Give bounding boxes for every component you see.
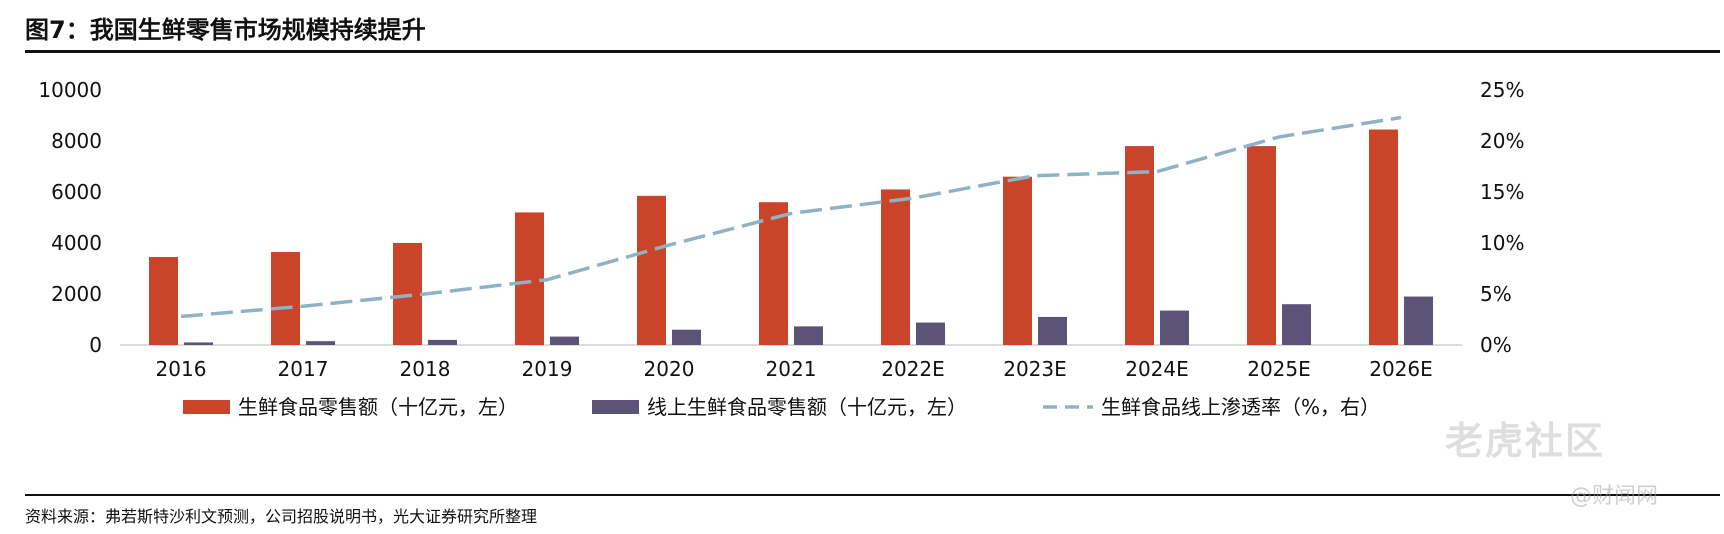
chart-title: 图7：我国生鲜零售市场规模持续提升	[25, 16, 426, 44]
bar-total	[515, 212, 544, 345]
bar-total	[637, 195, 666, 345]
left-tick-label: 8000	[51, 129, 102, 153]
bar-online	[428, 339, 457, 345]
bottom-rule	[25, 494, 1720, 496]
bar-total	[1369, 129, 1398, 345]
bar-online	[1282, 304, 1311, 345]
right-tick-label: 15%	[1480, 180, 1524, 204]
bar-online	[550, 336, 579, 345]
bar-online	[1160, 310, 1189, 345]
x-tick-label: 2022E	[881, 357, 945, 381]
legend: 生鲜食品零售额（十亿元，左） 线上生鲜食品零售额（十亿元，左） 生鲜食品线上渗透率（…	[183, 395, 1380, 419]
bar-total	[1003, 176, 1032, 345]
bar-online	[672, 329, 701, 345]
bar-total	[1247, 146, 1276, 345]
left-tick-label: 0	[89, 333, 102, 357]
x-tick-label: 2020	[644, 357, 695, 381]
bar-online	[1038, 316, 1067, 345]
bar-online	[184, 342, 213, 345]
watermark-primary: 老虎社区	[1445, 419, 1606, 463]
right-tick-label: 5%	[1480, 282, 1512, 306]
top-rule	[25, 50, 1720, 53]
left-tick-label: 10000	[38, 78, 102, 102]
right-tick-label: 10%	[1480, 231, 1524, 255]
legend-swatch-total	[183, 400, 230, 414]
x-tick-label: 2018	[400, 357, 451, 381]
bar-online	[794, 326, 823, 345]
legend-swatch-online	[592, 400, 639, 414]
bar-total	[759, 202, 788, 345]
right-tick-label: 0%	[1480, 333, 1512, 357]
x-tick-label: 2019	[522, 357, 573, 381]
bar-online	[1404, 296, 1433, 345]
x-tick-label: 2021	[766, 357, 817, 381]
right-tick-label: 25%	[1480, 78, 1524, 102]
right-axis: 0% 5% 10% 15% 20% 25%	[1480, 78, 1524, 357]
source-note: 资料来源：弗若斯特沙利文预测，公司招股说明书，光大证券研究所整理	[25, 507, 538, 526]
bar-total	[149, 257, 178, 345]
bar-total	[1125, 146, 1154, 345]
right-tick-label: 20%	[1480, 129, 1524, 153]
x-tick-label: 2023E	[1003, 357, 1067, 381]
x-tick-label: 2025E	[1247, 357, 1311, 381]
x-tick-label: 2024E	[1125, 357, 1189, 381]
x-axis-labels: 2016 2017 2018 2019 2020 2021 2022E 2023E 2024E 2…	[156, 357, 1433, 381]
left-axis: 0 2000 4000 6000 8000 10000	[38, 78, 102, 357]
x-tick-label: 2026E	[1369, 357, 1433, 381]
bars	[149, 129, 1433, 345]
left-tick-label: 6000	[51, 180, 102, 204]
penetration-line	[180, 115, 1402, 319]
legend-label-total: 生鲜食品零售额（十亿元，左）	[238, 395, 518, 419]
left-tick-label: 2000	[51, 282, 102, 306]
bar-total	[881, 189, 910, 345]
bar-online	[306, 341, 335, 345]
x-tick-label: 2016	[156, 357, 207, 381]
watermark-secondary: @财闻网	[1570, 484, 1659, 509]
bar-total	[271, 251, 300, 345]
bar-online	[916, 322, 945, 345]
left-tick-label: 4000	[51, 231, 102, 255]
x-tick-label: 2017	[278, 357, 329, 381]
legend-label-rate: 生鲜食品线上渗透率（%，右）	[1101, 395, 1380, 419]
legend-label-online: 线上生鲜食品零售额（十亿元，左）	[647, 395, 967, 419]
